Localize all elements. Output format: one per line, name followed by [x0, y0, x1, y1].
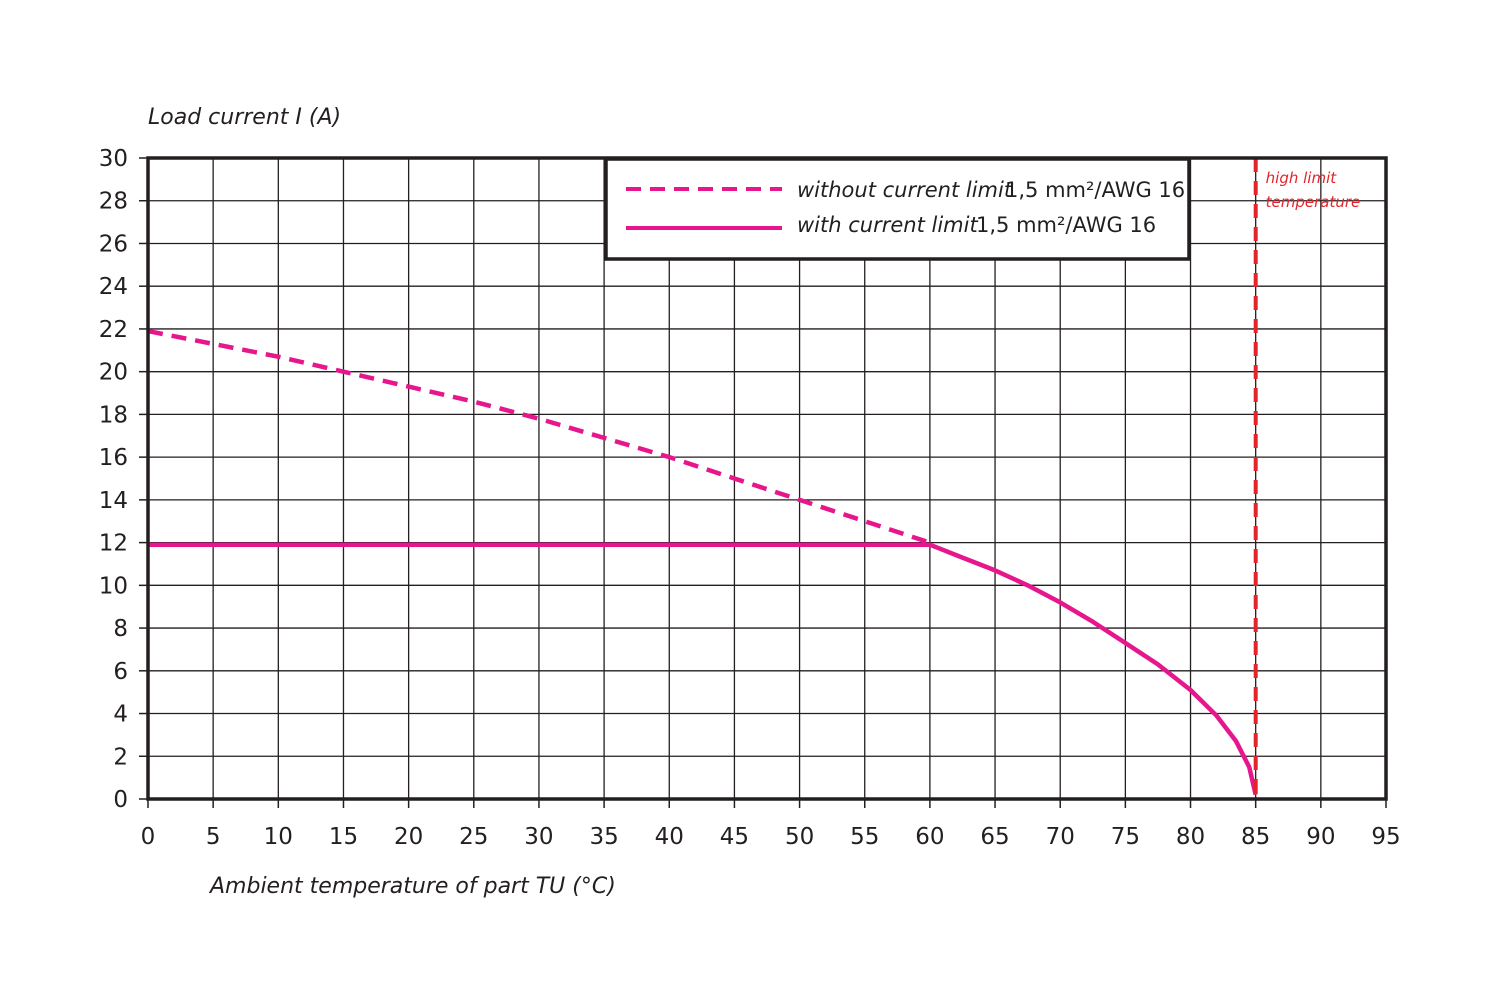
y-tick-label-24: 24 [99, 274, 128, 300]
x-axis-title: Ambient temperature of part TU (°C) [208, 874, 616, 899]
x-tick-label-35: 35 [589, 824, 618, 850]
x-tick-label-50: 50 [785, 824, 814, 850]
y-tick-label-0: 0 [113, 787, 128, 813]
high-limit-label-line1: high limit [1266, 169, 1338, 187]
x-tick-label-10: 10 [264, 824, 293, 850]
series-line-without-current-limit [147, 328, 931, 545]
x-tick-label-45: 45 [720, 824, 749, 850]
y-tick-label-26: 26 [99, 231, 128, 257]
x-tick-label-40: 40 [655, 824, 684, 850]
x-axis-ticks: 0 5 10 15 20 25 30 35 40 45 50 55 60 65 70 75 80 85 90 95 [141, 799, 1401, 850]
legend-label-without-limit: without current limit [797, 178, 1013, 202]
y-tick-label-30: 30 [99, 146, 128, 172]
x-tick-label-20: 20 [394, 824, 423, 850]
y-tick-label-20: 20 [99, 360, 128, 386]
x-tick-label-90: 90 [1306, 824, 1335, 850]
high-limit-label-line2: temperature [1266, 193, 1361, 211]
y-tick-label-2: 2 [113, 744, 128, 770]
legend-label-with-limit: with current limit [797, 213, 978, 237]
y-tick-label-4: 4 [113, 702, 128, 728]
x-tick-label-95: 95 [1371, 824, 1400, 850]
legend-box [604, 157, 1191, 261]
high-limit-layer: high limit temperature [1253, 158, 1361, 799]
x-tick-label-80: 80 [1176, 824, 1205, 850]
y-tick-label-16: 16 [99, 445, 128, 471]
x-tick-label-70: 70 [1046, 824, 1075, 850]
y-tick-label-22: 22 [99, 317, 128, 343]
x-tick-label-0: 0 [141, 824, 156, 850]
y-tick-label-28: 28 [99, 189, 128, 215]
x-tick-label-5: 5 [206, 824, 221, 850]
x-tick-label-30: 30 [524, 824, 553, 850]
legend-spec-with-limit: 1,5 mm²/AWG 16 [976, 213, 1156, 237]
x-tick-label-15: 15 [329, 824, 358, 850]
legend: without current limit 1,5 mm²/AWG 16 wit… [604, 157, 1191, 261]
x-tick-label-75: 75 [1111, 824, 1140, 850]
y-tick-label-6: 6 [113, 659, 128, 685]
x-tick-label-55: 55 [850, 824, 879, 850]
x-tick-label-60: 60 [915, 824, 944, 850]
y-axis-title: Load current I (A) [148, 105, 341, 130]
legend-spec-without-limit: 1,5 mm²/AWG 16 [1005, 178, 1185, 202]
series-line-with-current-limit [148, 542, 1258, 796]
y-tick-label-18: 18 [99, 402, 128, 428]
y-tick-label-10: 10 [99, 573, 128, 599]
chart-grid [147, 157, 1387, 800]
x-tick-label-85: 85 [1241, 824, 1270, 850]
x-tick-label-65: 65 [980, 824, 1009, 850]
y-tick-label-12: 12 [99, 531, 128, 557]
y-tick-label-8: 8 [113, 616, 128, 642]
x-tick-label-25: 25 [459, 824, 488, 850]
y-tick-label-14: 14 [99, 488, 128, 514]
series-layer [147, 328, 1258, 796]
